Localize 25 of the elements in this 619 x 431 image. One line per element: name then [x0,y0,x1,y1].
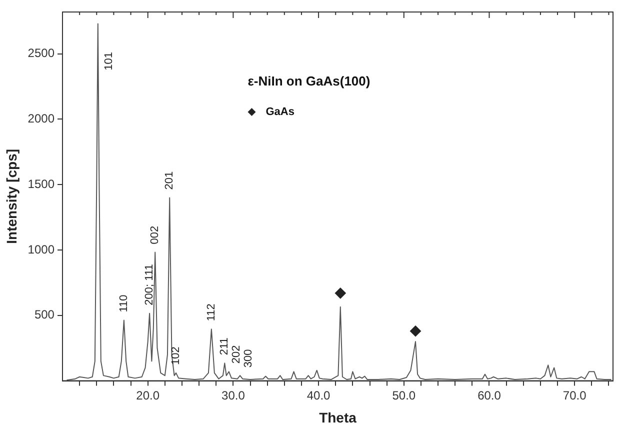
annotation: 300 [242,349,255,368]
annotation: 200; 111 [144,264,156,306]
x-tick-label: 60.0 [478,388,502,402]
y-tick-label: 1500 [28,176,55,191]
legend-label: GaAs [266,106,294,118]
annotation: 202 [230,345,243,364]
annotation: 112 [205,304,218,322]
y-tick-label: 1000 [28,242,55,256]
legend-title: ε-NiIn on GaAs(100) [248,74,370,89]
y-axis-title: Intensity [cps] [3,148,20,244]
x-tick-label: 50.0 [392,388,416,402]
annotation: 110 [118,294,130,312]
x-axis-title: Theta [319,409,357,426]
annotation: 002 [149,226,162,244]
y-tick-label: 2500 [28,46,55,60]
annotation: 211 [218,338,231,356]
x-tick-label: 20.0 [136,388,160,402]
annotation: 102 [170,346,182,365]
x-tick-label: 70.0 [562,388,587,402]
y-tick-label: 2000 [28,112,55,126]
x-tick-label: 40.0 [306,388,331,402]
x-tick-label: 30.0 [222,388,246,402]
annotation: 201 [164,171,176,190]
y-tick-label: 500 [34,308,55,322]
annotation: 101 [102,52,115,70]
